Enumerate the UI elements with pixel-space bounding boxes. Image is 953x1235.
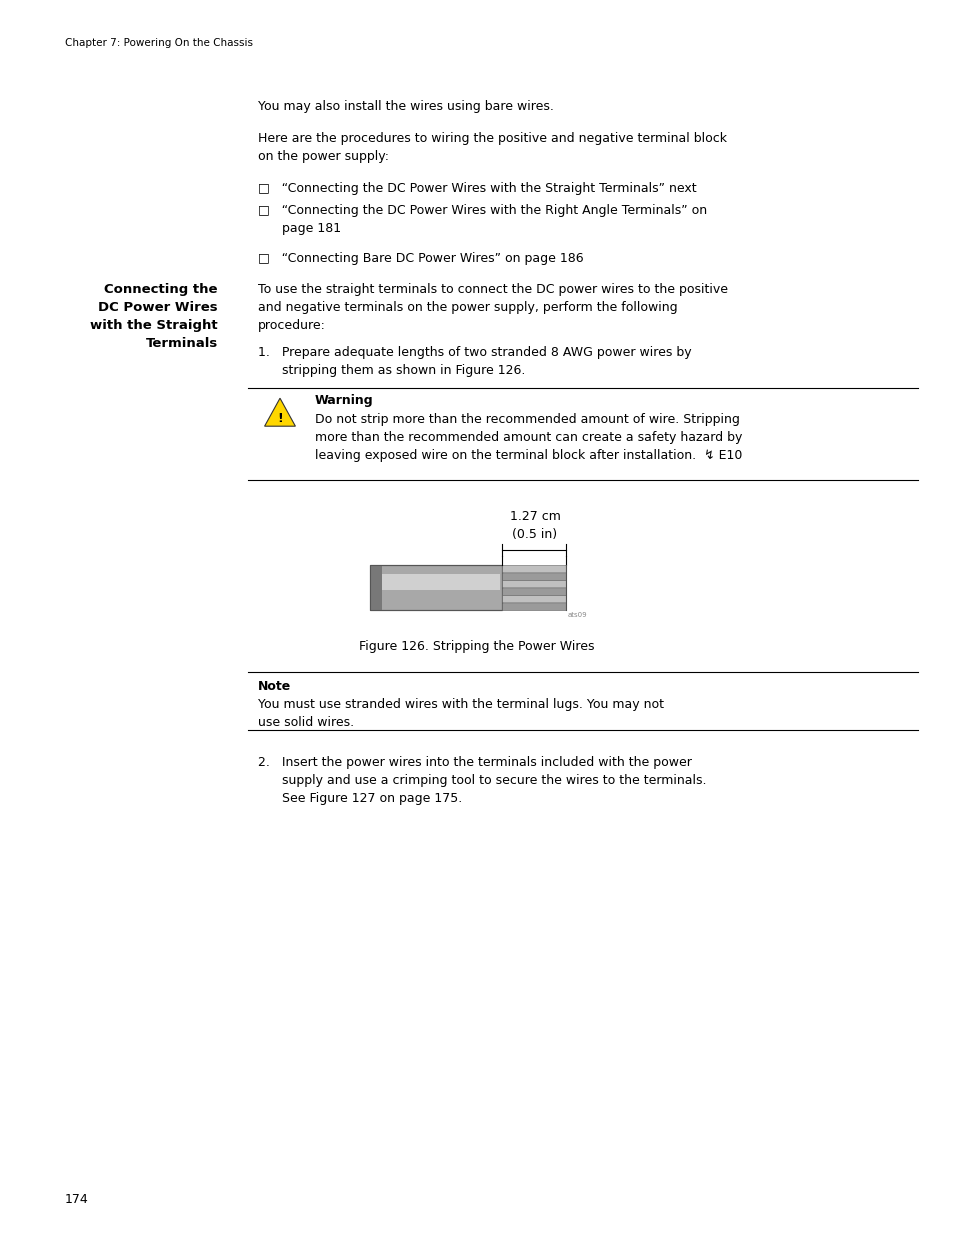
Text: 2.   Insert the power wires into the terminals included with the power: 2. Insert the power wires into the termi… xyxy=(257,756,691,769)
Text: and negative terminals on the power supply, perform the following: and negative terminals on the power supp… xyxy=(257,301,677,314)
Bar xyxy=(370,564,501,610)
Text: You may also install the wires using bare wires.: You may also install the wires using bar… xyxy=(257,100,554,112)
Text: !: ! xyxy=(276,412,283,426)
Text: Note: Note xyxy=(257,680,291,693)
Bar xyxy=(501,573,565,579)
Text: Do not strip more than the recommended amount of wire. Stripping: Do not strip more than the recommended a… xyxy=(314,412,740,426)
Text: Figure 126. Stripping the Power Wires: Figure 126. Stripping the Power Wires xyxy=(359,640,594,653)
Text: procedure:: procedure: xyxy=(257,319,326,332)
Text: Terminals: Terminals xyxy=(146,337,218,350)
Polygon shape xyxy=(264,398,295,426)
Text: with the Straight: with the Straight xyxy=(91,319,218,332)
Bar xyxy=(501,603,565,610)
Text: (0.5 in): (0.5 in) xyxy=(512,529,557,541)
Bar xyxy=(372,574,499,590)
Text: You must use stranded wires with the terminal lugs. You may not: You must use stranded wires with the ter… xyxy=(257,698,663,711)
Text: page 181: page 181 xyxy=(257,222,341,235)
Bar xyxy=(501,580,565,587)
Bar xyxy=(501,564,565,572)
Text: 174: 174 xyxy=(65,1193,89,1207)
Text: 1.27 cm: 1.27 cm xyxy=(509,510,559,522)
Text: supply and use a crimping tool to secure the wires to the terminals.: supply and use a crimping tool to secure… xyxy=(257,774,706,787)
Text: leaving exposed wire on the terminal block after installation.  ↯ E10: leaving exposed wire on the terminal blo… xyxy=(314,450,741,462)
Text: To use the straight terminals to connect the DC power wires to the positive: To use the straight terminals to connect… xyxy=(257,283,727,296)
Bar xyxy=(370,564,501,610)
Text: more than the recommended amount can create a safety hazard by: more than the recommended amount can cre… xyxy=(314,431,741,445)
Text: □   “Connecting Bare DC Power Wires” on page 186: □ “Connecting Bare DC Power Wires” on pa… xyxy=(257,252,583,266)
Bar xyxy=(501,595,565,601)
Bar xyxy=(501,588,565,594)
Text: Chapter 7: Powering On the Chassis: Chapter 7: Powering On the Chassis xyxy=(65,38,253,48)
Text: □   “Connecting the DC Power Wires with the Right Angle Terminals” on: □ “Connecting the DC Power Wires with th… xyxy=(257,204,706,217)
Text: Here are the procedures to wiring the positive and negative terminal block: Here are the procedures to wiring the po… xyxy=(257,132,726,144)
Text: ats09: ats09 xyxy=(567,613,587,618)
Bar xyxy=(370,564,381,610)
Text: 1.   Prepare adequate lengths of two stranded 8 AWG power wires by: 1. Prepare adequate lengths of two stran… xyxy=(257,346,691,359)
Text: Warning: Warning xyxy=(314,394,374,408)
Text: See Figure 127 on page 175.: See Figure 127 on page 175. xyxy=(257,792,462,805)
Text: use solid wires.: use solid wires. xyxy=(257,716,354,729)
Text: stripping them as shown in Figure 126.: stripping them as shown in Figure 126. xyxy=(257,364,525,377)
Text: □   “Connecting the DC Power Wires with the Straight Terminals” next: □ “Connecting the DC Power Wires with th… xyxy=(257,182,696,195)
Text: DC Power Wires: DC Power Wires xyxy=(98,301,218,314)
Text: Connecting the: Connecting the xyxy=(105,283,218,296)
Text: on the power supply:: on the power supply: xyxy=(257,149,389,163)
